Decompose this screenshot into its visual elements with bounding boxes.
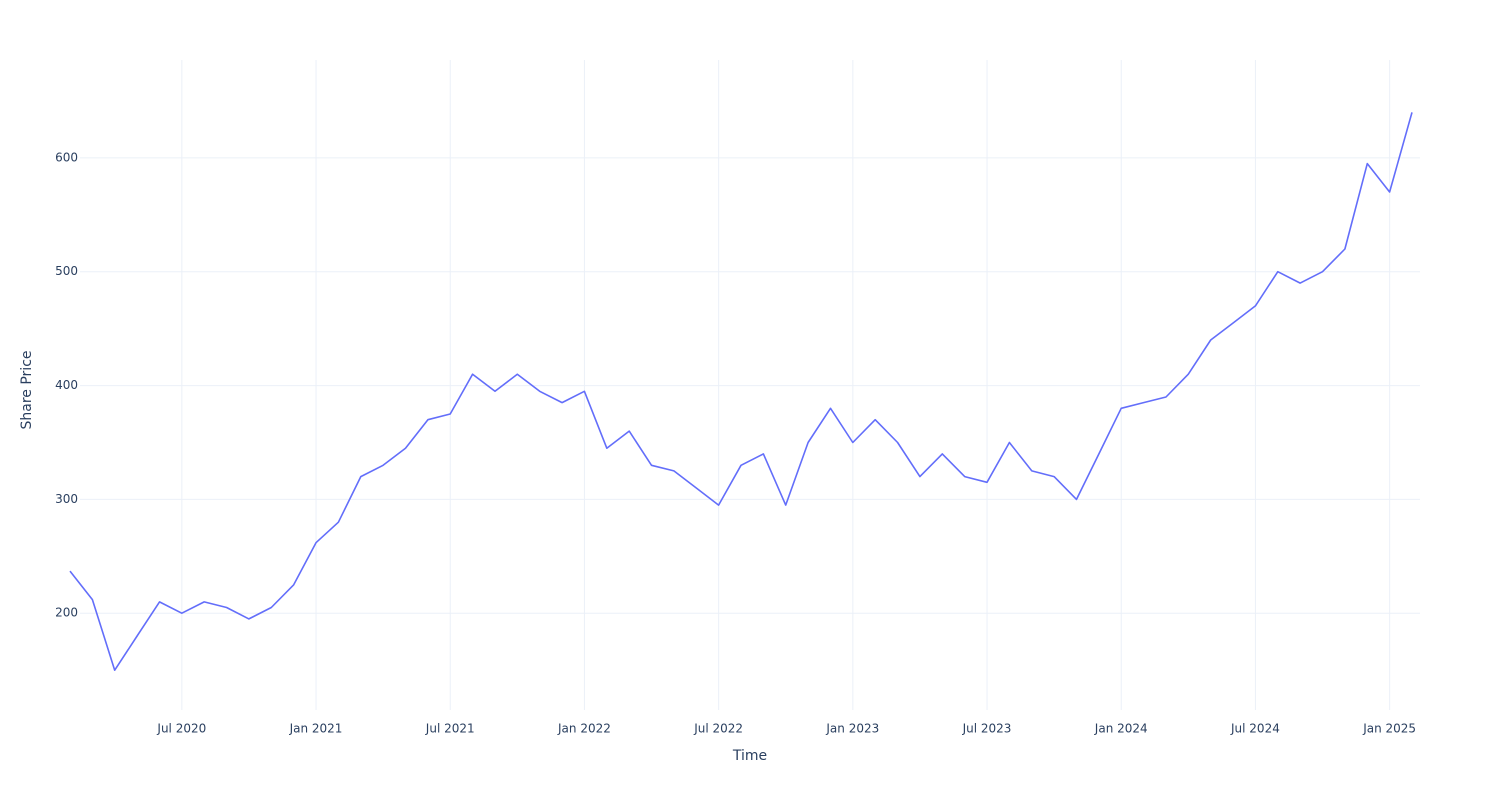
y-tick-label: 500 [55,264,78,278]
price-line [69,112,1413,672]
y-tick-label: 400 [55,378,78,392]
x-axis-title: Time [732,748,767,764]
x-tick-label: Jul 2024 [1230,722,1280,736]
x-tick-label: Jan 2022 [557,722,611,736]
y-tick-label: 300 [55,492,78,506]
x-tick-label: Jan 2023 [825,722,879,736]
x-tick-label: Jan 2025 [1362,722,1416,736]
y-axis-title: Share Price [19,350,35,429]
x-tick-label: Jul 2022 [693,722,743,736]
x-tick-label: Jul 2023 [962,722,1012,736]
x-tick-label: Jul 2020 [156,722,206,736]
y-tick-label: 200 [55,606,78,620]
x-tick-label: Jul 2021 [425,722,475,736]
x-tick-label: Jan 2021 [289,722,343,736]
x-tick-label: Jan 2024 [1094,722,1148,736]
y-tick-label: 600 [55,150,78,164]
